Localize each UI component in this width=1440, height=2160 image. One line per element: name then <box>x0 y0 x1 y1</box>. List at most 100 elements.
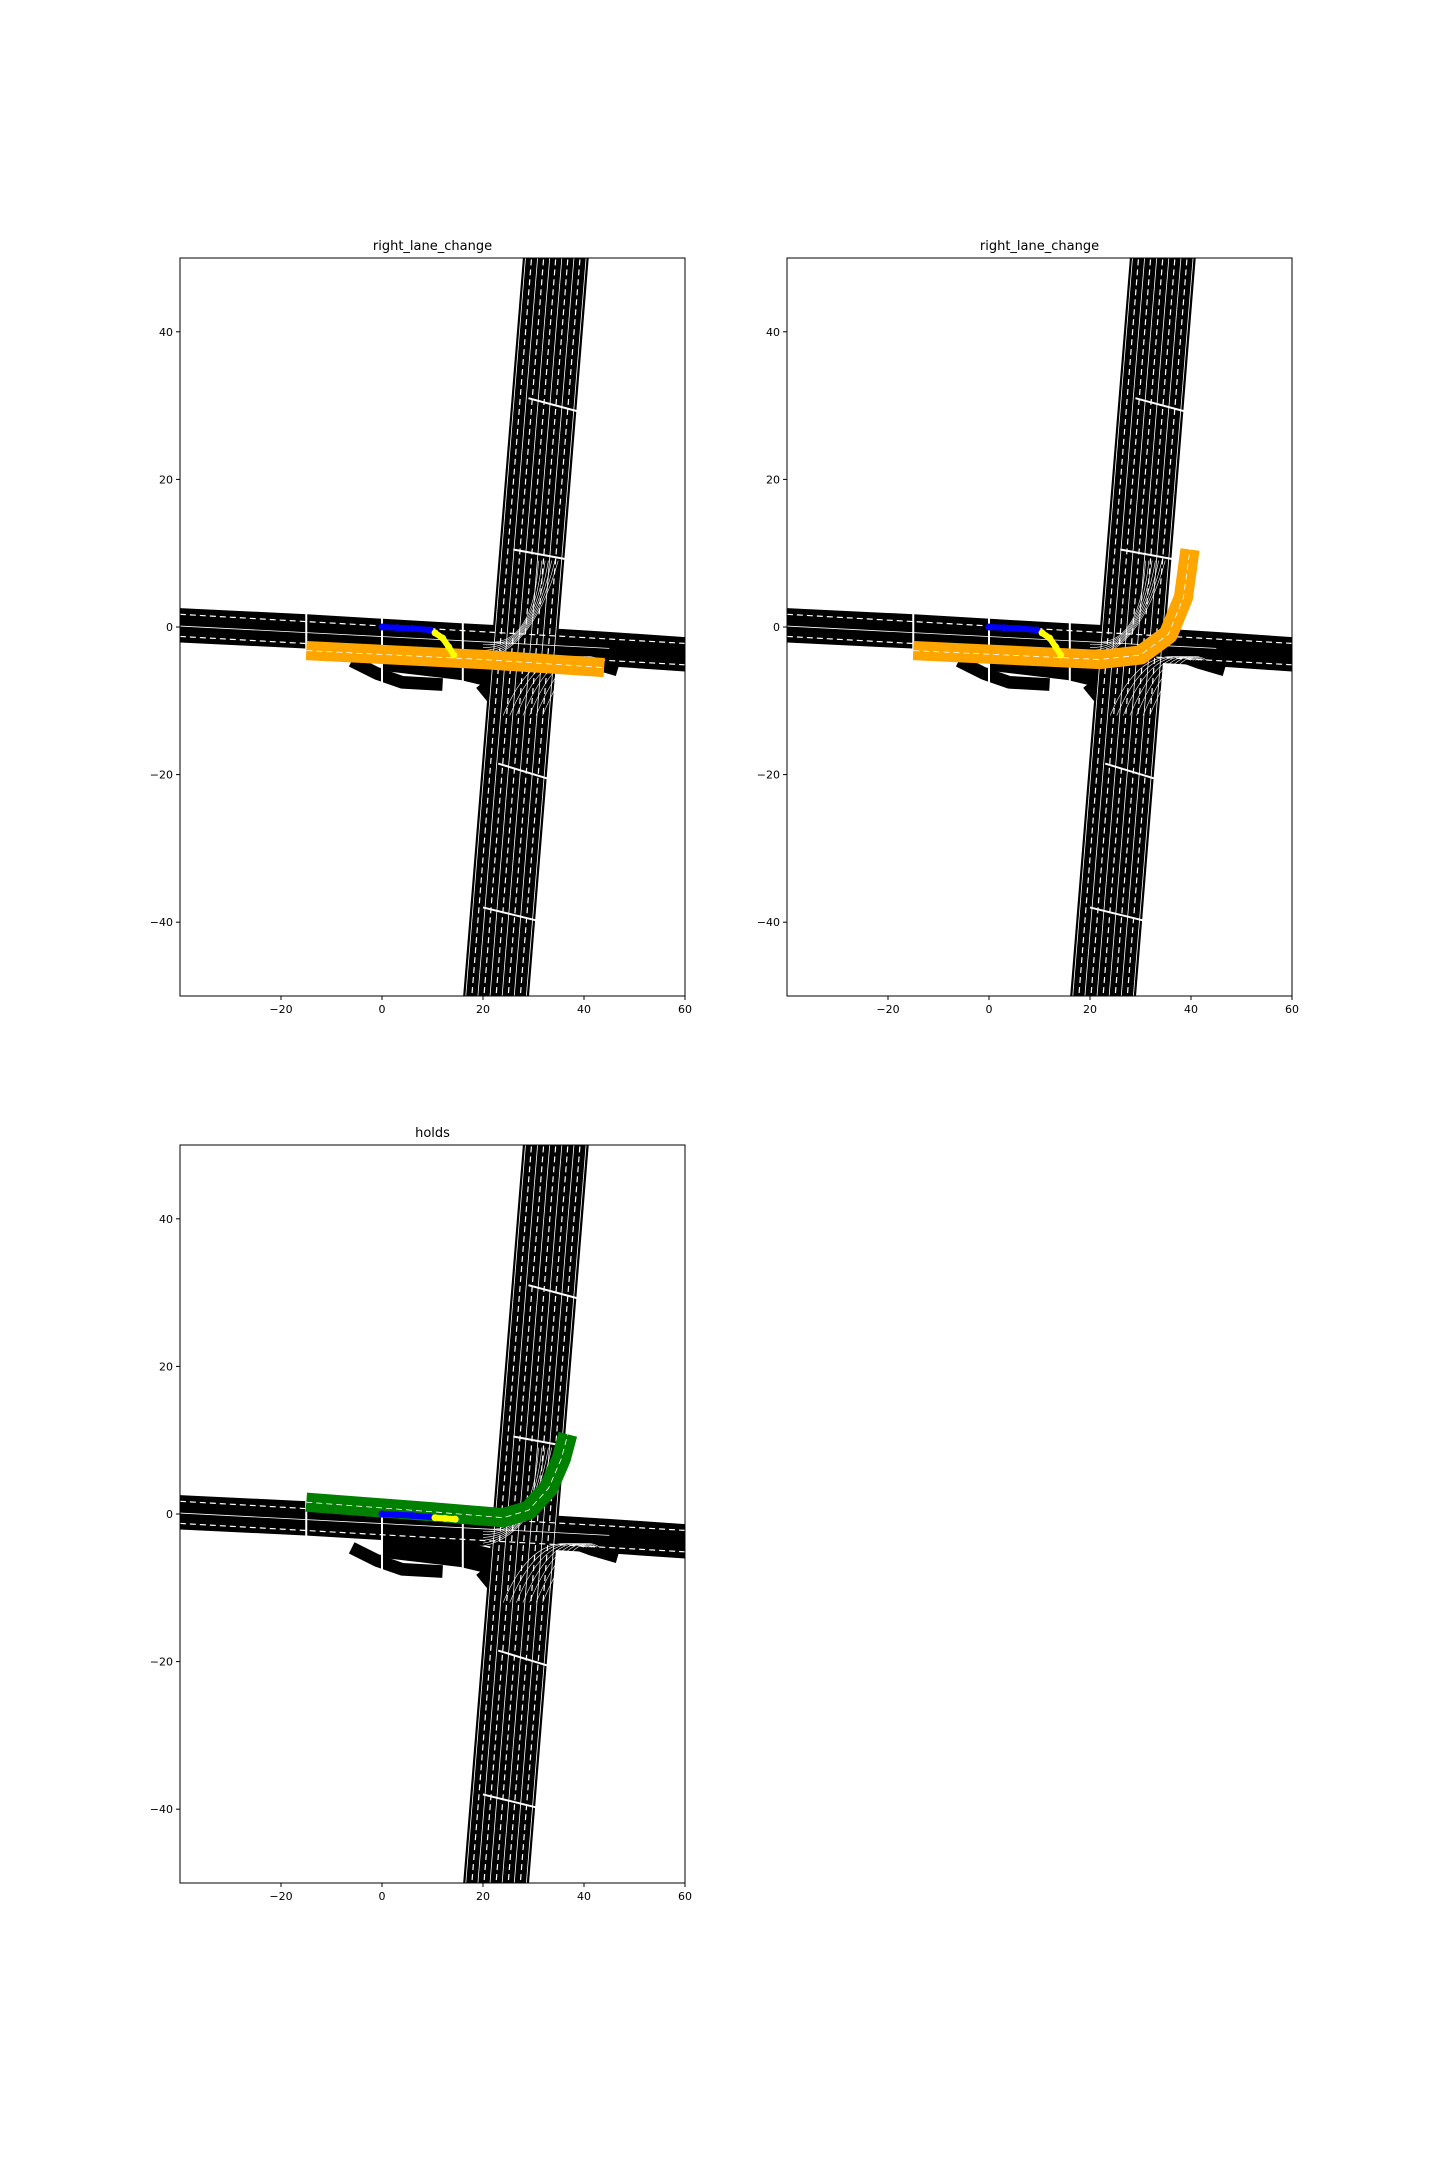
lane-marking <box>1108 258 1170 996</box>
lane-marking <box>495 258 557 996</box>
lane-marking <box>483 258 545 996</box>
road-segment <box>955 655 1050 691</box>
connector-curve <box>1136 656 1202 716</box>
y-tick-label: −40 <box>150 1803 173 1816</box>
x-tick-label: 60 <box>678 1003 692 1016</box>
y-tick-label: 20 <box>159 473 173 486</box>
x-tick-label: 0 <box>986 1003 993 1016</box>
y-tick-label: 0 <box>773 621 780 634</box>
x-tick-label: −20 <box>876 1003 899 1016</box>
lane-marking <box>180 625 610 649</box>
prediction-point <box>1046 634 1054 642</box>
x-tick-label: 20 <box>476 1003 490 1016</box>
connector-curve <box>1089 560 1156 651</box>
prediction-point <box>431 1514 439 1522</box>
x-tick-label: 0 <box>379 1003 386 1016</box>
prediction-point <box>451 1515 459 1523</box>
lane-marking <box>519 258 581 996</box>
connector-curve <box>1089 560 1146 643</box>
plot-area <box>180 258 685 996</box>
stop-line <box>528 1284 585 1301</box>
chart-panel-1: −20 0 20 40 60 −40 −20 0 20 40 right_lane_change <box>150 239 692 1016</box>
lane-marking <box>1114 258 1176 996</box>
prediction-point <box>450 651 458 659</box>
connector-curve <box>542 1543 600 1603</box>
y-tick-label: 0 <box>166 1508 173 1521</box>
x-tick-label: 40 <box>1184 1003 1198 1016</box>
y-tick-label: 20 <box>159 1360 173 1373</box>
x-tick-label: −20 <box>269 1003 292 1016</box>
y-tick-label: −40 <box>150 916 173 929</box>
lane-marking <box>1120 258 1182 996</box>
connector-curve <box>482 560 549 651</box>
history-point <box>393 624 401 632</box>
history-point <box>1000 624 1008 632</box>
prediction-point <box>431 629 439 637</box>
connector-curve <box>482 560 543 646</box>
lane-marking <box>471 1145 533 1883</box>
chart-title: holds <box>415 1126 450 1141</box>
lane-marking <box>495 1145 557 1883</box>
history-trajectory <box>379 1511 433 1520</box>
prediction-point <box>1038 629 1046 637</box>
stop-line <box>1135 397 1192 414</box>
connector-curve <box>482 560 539 643</box>
y-tick-label: 0 <box>166 621 173 634</box>
x-tick-label: 40 <box>577 1890 591 1903</box>
lane-marking <box>180 1522 685 1553</box>
road-segment <box>569 1524 623 1564</box>
lane-marking <box>913 549 1191 660</box>
history-point <box>393 1511 401 1519</box>
lane-marking <box>1102 258 1164 996</box>
stop-line <box>497 762 560 783</box>
road-segment <box>348 1542 443 1578</box>
x-tick-label: 60 <box>678 1890 692 1903</box>
prediction-point <box>1057 651 1065 659</box>
lane-marking <box>501 258 563 996</box>
lane-marking <box>519 1145 581 1883</box>
road-segment <box>569 637 623 677</box>
history-trajectory <box>986 624 1040 633</box>
x-tick-label: −20 <box>269 1890 292 1903</box>
connector-curve <box>1123 656 1197 716</box>
lane-marking <box>1072 258 1133 996</box>
y-tick-label: −40 <box>757 916 780 929</box>
lane-marking <box>306 1434 569 1519</box>
history-point <box>1033 626 1041 634</box>
x-tick-label: 20 <box>476 1890 490 1903</box>
stop-line <box>1089 906 1151 924</box>
history-point <box>408 624 416 632</box>
plot-area <box>180 1145 685 1883</box>
chart-panel-3: −20 0 20 40 60 −40 −20 0 20 40 holds <box>150 1126 692 1903</box>
prediction-trajectory <box>432 629 457 658</box>
chart-title: right_lane_change <box>980 239 1099 254</box>
y-tick-label: 40 <box>159 1213 173 1226</box>
lane-marking <box>1084 258 1145 996</box>
lane-marking <box>507 258 569 996</box>
connector-curve <box>1089 560 1153 648</box>
lane-marking <box>525 258 587 996</box>
stop-line <box>528 397 585 414</box>
lane-marking <box>525 1145 587 1883</box>
connector-curve <box>1116 656 1194 716</box>
stop-line <box>513 548 575 562</box>
connector-curve <box>502 1543 585 1603</box>
connector-curve <box>1109 656 1192 716</box>
connector-curve <box>1089 560 1150 646</box>
y-tick-label: −20 <box>757 769 780 782</box>
lane-marking <box>1096 258 1158 996</box>
lane-marking <box>489 258 551 996</box>
y-tick-label: −20 <box>150 1656 173 1669</box>
lane-marking <box>477 258 538 996</box>
connector-curve <box>535 1543 598 1603</box>
stop-line <box>497 1649 560 1670</box>
lane-marking <box>513 258 575 996</box>
lane-marking <box>1078 258 1140 996</box>
x-tick-label: 60 <box>1285 1003 1299 1016</box>
history-point <box>1015 624 1023 632</box>
lane-marking <box>483 1145 545 1883</box>
connector-curve <box>516 1543 590 1603</box>
y-tick-label: 40 <box>766 326 780 339</box>
road-segment <box>476 676 517 734</box>
road-segment <box>1083 676 1124 734</box>
